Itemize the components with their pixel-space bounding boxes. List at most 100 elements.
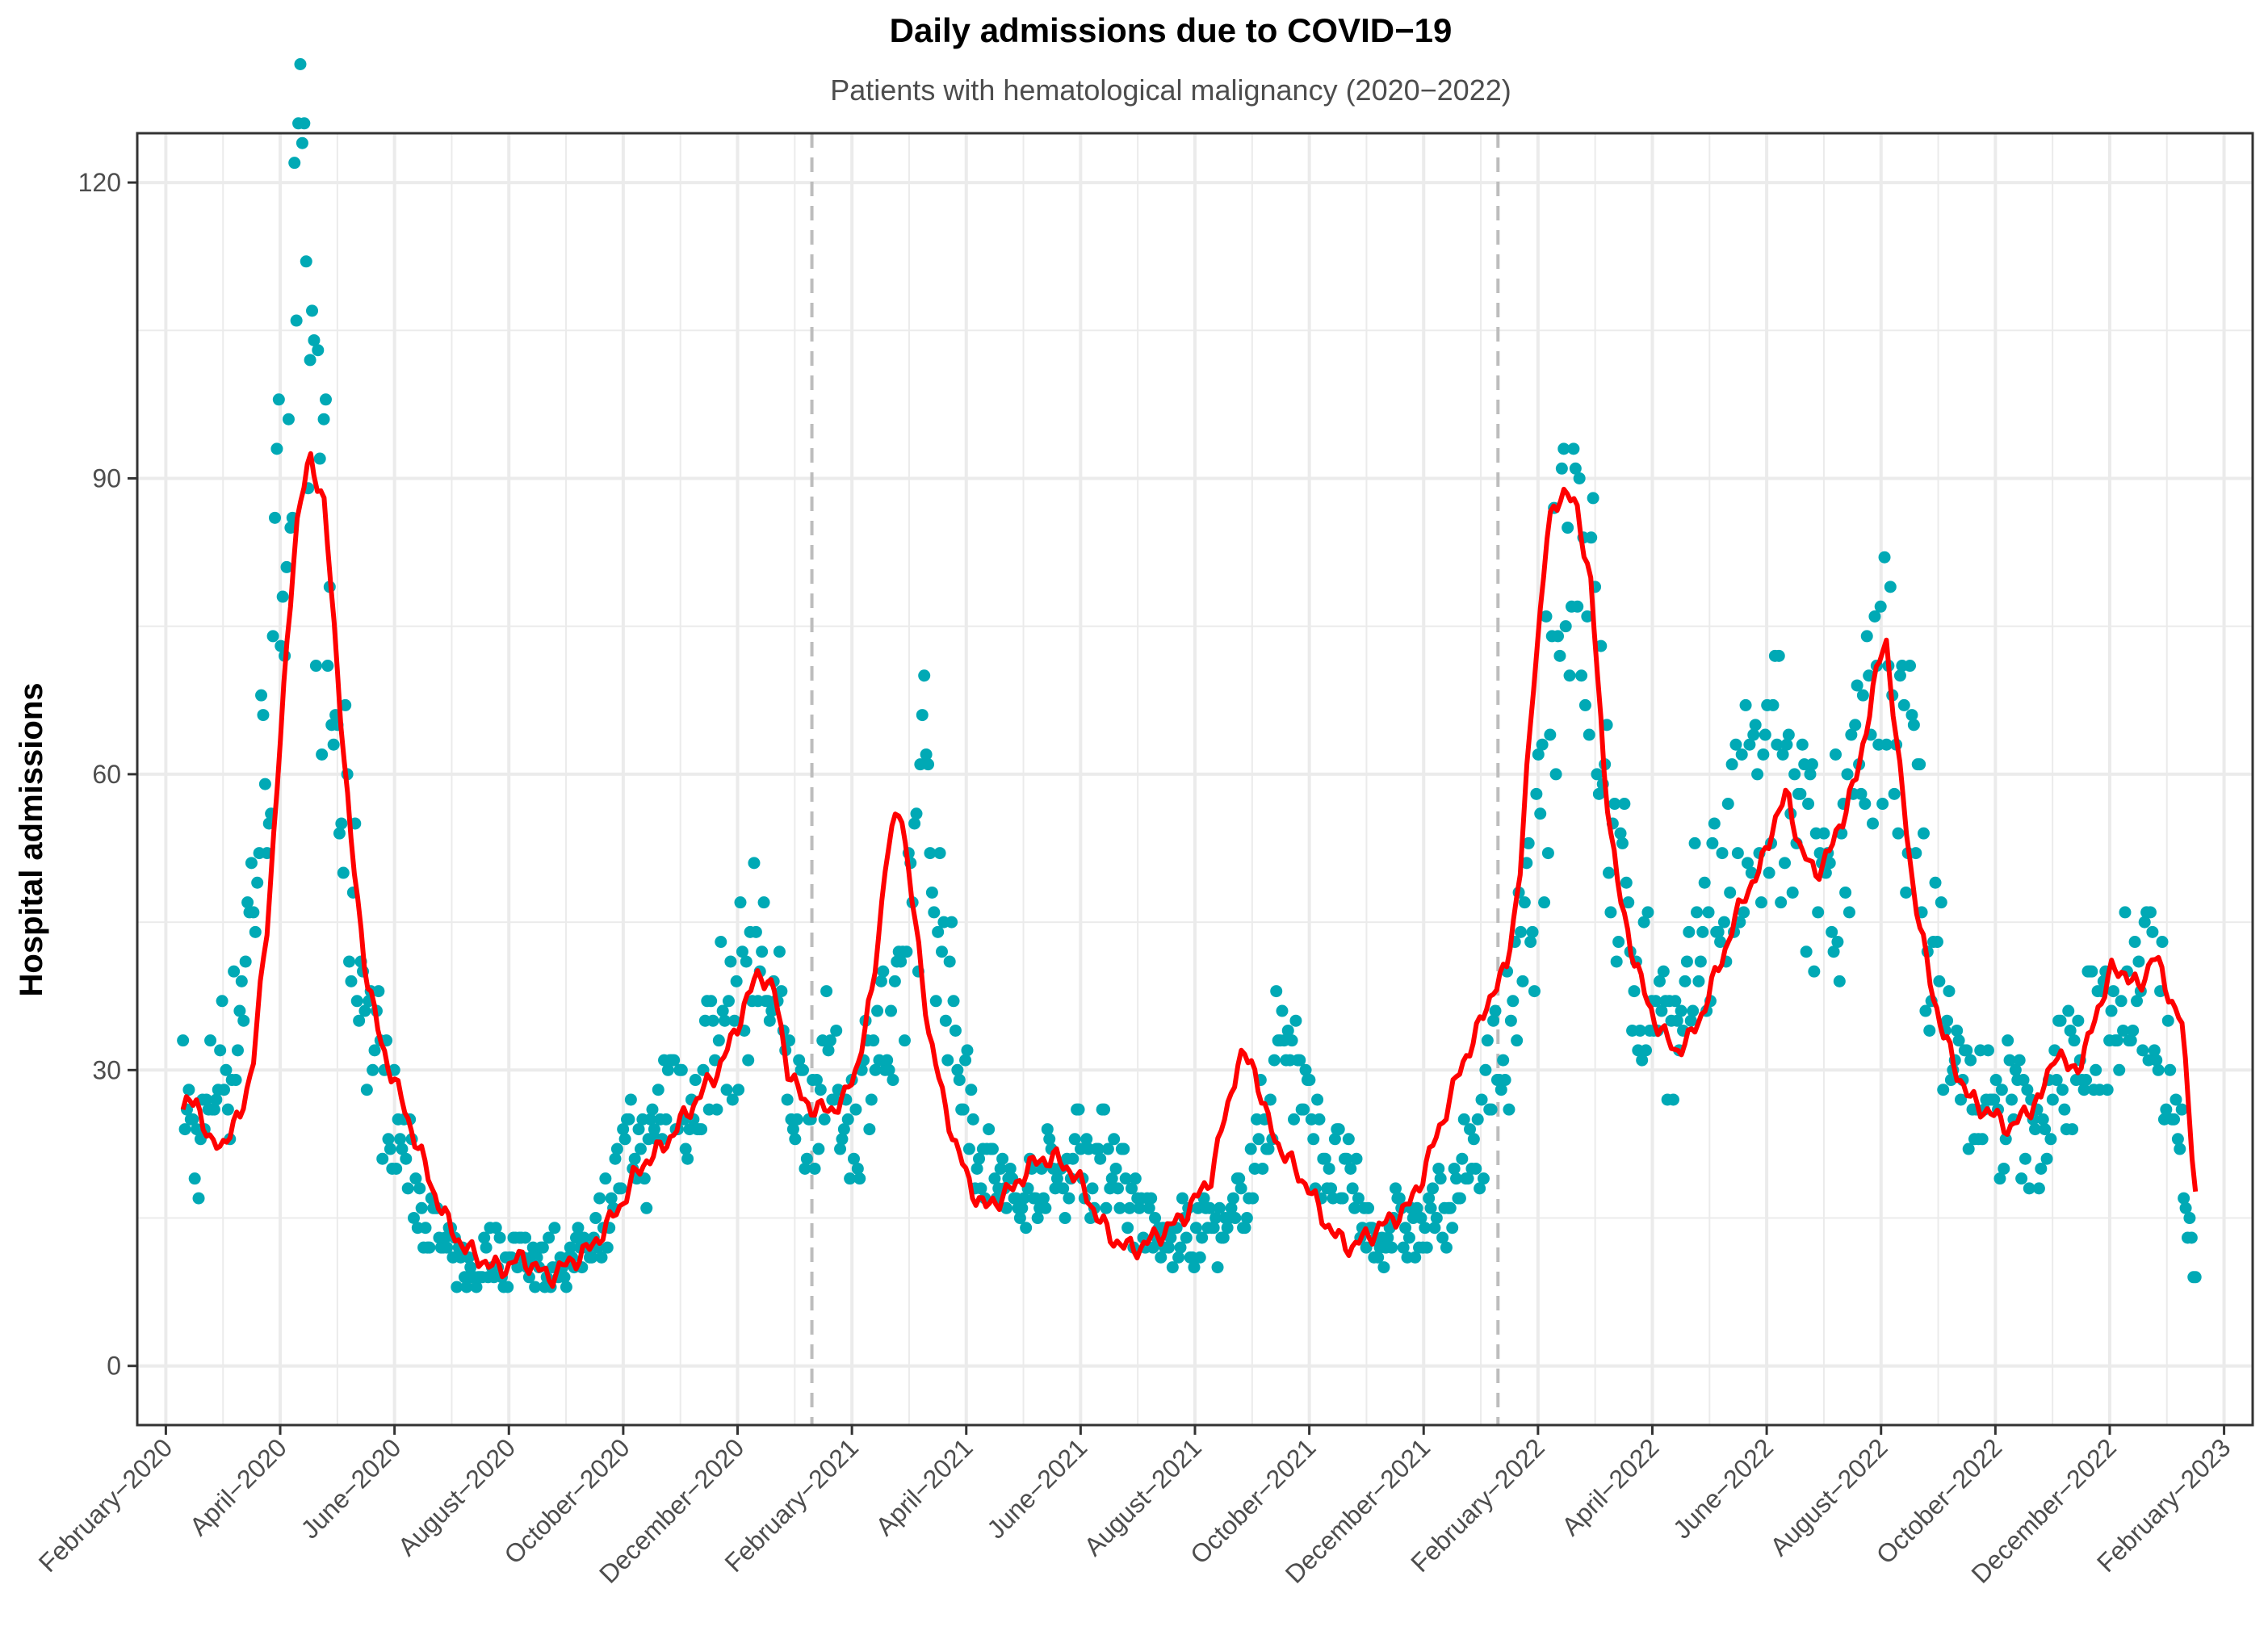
data-point [1935, 896, 1947, 909]
data-point [2160, 1103, 2173, 1116]
data-point [648, 1123, 660, 1136]
data-point [1775, 896, 1788, 909]
data-point [564, 1241, 576, 1254]
data-point [1499, 1074, 1511, 1087]
grid-layer [137, 133, 2253, 1425]
data-point [464, 1261, 477, 1274]
data-point [2168, 1113, 2181, 1126]
data-point [2064, 1024, 2077, 1037]
data-point [194, 1133, 207, 1146]
data-point [1041, 1123, 1054, 1136]
y-tick-label: 60 [92, 760, 121, 789]
data-point [2035, 1162, 2048, 1175]
data-point [233, 1004, 246, 1017]
data-point [1640, 1044, 1653, 1057]
data-point [1988, 1093, 2001, 1106]
data-point [996, 1152, 1009, 1165]
data-point [2046, 1093, 2059, 1106]
data-point [280, 560, 293, 573]
data-point [593, 1192, 606, 1205]
data-point [1603, 866, 1616, 879]
data-point [605, 1192, 618, 1205]
data-point [1511, 1034, 1524, 1047]
data-point [1671, 1014, 1683, 1027]
data-point [501, 1281, 514, 1293]
data-point [2066, 1123, 2079, 1136]
data-point [333, 827, 346, 840]
x-tick-label: August−2022 [1764, 1432, 1893, 1561]
data-point [2144, 906, 2157, 919]
y-tick-label: 0 [107, 1352, 121, 1381]
data-point [2164, 1063, 2177, 1076]
data-point [628, 1152, 641, 1165]
data-point [2023, 1182, 2035, 1195]
data-point [1933, 975, 1946, 987]
data-point [522, 1271, 535, 1284]
data-point [1555, 462, 1568, 475]
data-point [2062, 1004, 2075, 1017]
data-point [382, 1133, 395, 1146]
data-point [438, 1231, 451, 1244]
data-point [300, 255, 312, 268]
data-points [177, 58, 2202, 1293]
data-point [192, 1192, 205, 1205]
data-point [1641, 906, 1654, 919]
data-point [730, 975, 743, 987]
data-point [2017, 1074, 2030, 1087]
data-point [1569, 462, 1582, 475]
data-point [1213, 1201, 1226, 1214]
data-point [1189, 1222, 1202, 1235]
data-point [726, 1093, 739, 1106]
data-point [1955, 1093, 1968, 1106]
data-point [1575, 669, 1588, 682]
data-point [1578, 698, 1591, 711]
data-point [1856, 689, 1869, 702]
data-point [480, 1241, 493, 1254]
data-point [1456, 1152, 1469, 1165]
data-point [781, 1093, 794, 1106]
data-point [1876, 798, 1889, 811]
data-point [419, 1222, 432, 1235]
data-point [309, 660, 322, 673]
data-point [1892, 827, 1905, 840]
data-point [646, 1103, 659, 1116]
data-point [1393, 1192, 1406, 1205]
data-point [1754, 896, 1767, 909]
data-point [610, 1142, 623, 1155]
data-point [957, 1103, 970, 1116]
data-point [337, 866, 350, 879]
data-point [1397, 1241, 1410, 1254]
data-point [2015, 1172, 2028, 1185]
data-point [1581, 610, 1594, 623]
data-point [1610, 955, 1623, 968]
data-point [1583, 728, 1595, 741]
data-point [1620, 876, 1633, 889]
data-point [740, 955, 753, 968]
data-point [1004, 1162, 1017, 1175]
data-point [304, 354, 317, 367]
data-point [1941, 1014, 1954, 1027]
x-tick-label: June−2020 [296, 1432, 407, 1544]
data-point [719, 1014, 732, 1027]
data-point [409, 1172, 422, 1185]
data-point [2003, 1054, 2016, 1067]
data-point [1888, 787, 1901, 800]
data-point [251, 876, 264, 889]
data-point [720, 1084, 733, 1096]
data-point [1763, 866, 1775, 879]
data-point [1585, 531, 1598, 544]
data-point [1017, 1192, 1030, 1205]
data-point [1591, 768, 1604, 781]
data-point [1121, 1222, 1134, 1235]
data-point [705, 995, 718, 1008]
data-point [358, 1004, 371, 1017]
data-point [1812, 906, 1825, 919]
x-tick-label: April−2022 [1556, 1432, 1664, 1541]
data-point [1207, 1222, 1220, 1235]
data-point [1692, 975, 1705, 987]
data-point [1907, 719, 1920, 732]
data-point [1855, 787, 1868, 800]
data-point [742, 1054, 755, 1067]
data-point [1868, 610, 1881, 623]
data-point [951, 1063, 964, 1076]
